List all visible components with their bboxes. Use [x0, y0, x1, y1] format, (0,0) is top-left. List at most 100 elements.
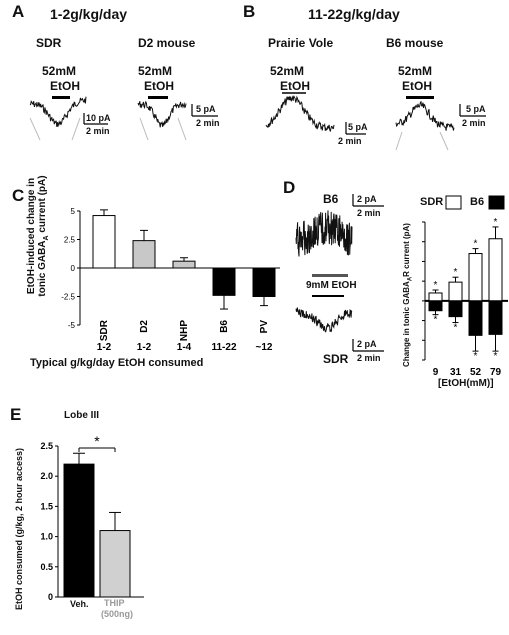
- trace-a1-drug: EtOH: [50, 79, 80, 93]
- chart-d-star-sdr-9: *: [434, 280, 438, 291]
- chart-e-ytick-label: 2.5: [40, 441, 53, 451]
- panel-c-xlabel: Typical g/kg/day EtOH consumed: [30, 357, 204, 369]
- panel-d-legend-b6: B6: [470, 196, 485, 208]
- trace-a2-label: D2 mouse: [138, 36, 196, 50]
- panel-d-legend-sdr-box: [445, 195, 462, 210]
- chart-c-ytick-label: 0: [71, 264, 76, 273]
- trace-b1-label: Prairie Vole: [268, 36, 334, 50]
- traces-ab-svg: [29, 92, 486, 151]
- chart-c-xtick-pv: PV: [259, 320, 270, 334]
- panel-b-letter: B: [243, 2, 256, 21]
- chart-d-star-sdr-52: *: [474, 239, 478, 250]
- trace-d-sdr-scale-time: 2 min: [357, 353, 381, 363]
- chart-c-xtick-nhp: NHP: [179, 320, 190, 341]
- chart-c-xtick-sdr: SDR: [99, 319, 110, 341]
- chart-c-xtick-b6: B6: [219, 320, 230, 333]
- trace-a2-scale-time: 2 min: [196, 118, 220, 128]
- trace-b2-drug: EtOH: [402, 79, 432, 93]
- chart-c-ytick-label: -2.5: [61, 293, 75, 302]
- chart-c-ytick-label: 2.5: [64, 236, 76, 245]
- trace-a2-tick-r: [177, 117, 187, 141]
- trace-d-sdr-line: [295, 307, 353, 333]
- panel-a-dose-header: 1-2g/kg/day: [50, 6, 128, 22]
- trace-b2-line: [395, 100, 455, 131]
- trace-d-drug-label: 9mM EtOH: [306, 280, 357, 291]
- trace-b2-tick-r: [439, 131, 449, 151]
- chart-c-ytick-label: 5: [71, 207, 76, 216]
- panel-e-letter: E: [10, 405, 22, 424]
- panel-e-xlabel-thip: THIP: [104, 598, 125, 608]
- trace-d-b6-label: B6: [323, 192, 339, 206]
- trace-a2-conc: 52mM: [138, 64, 173, 78]
- trace-b2-tick-l: [395, 131, 403, 151]
- chart-d-star-b6-79: *: [494, 351, 498, 362]
- trace-b2-scale-time: 2 min: [462, 118, 486, 128]
- panel-d-legend-b6-box: [488, 195, 505, 210]
- panel-d-xlabel: [EtOH(mM)]: [438, 378, 494, 389]
- chart-d-star-b6-52: *: [474, 351, 478, 362]
- trace-a2-line: [137, 100, 187, 128]
- chart-e-sig-star: *: [94, 433, 100, 449]
- chart-e-ytick-label: 1.0: [40, 532, 53, 542]
- trace-b2-conc: 52mM: [398, 64, 433, 78]
- trace-b2-drug-bar: [406, 96, 434, 99]
- panel-d-letter: D: [283, 178, 296, 197]
- trace-a1-scale-pa: 10 pA: [86, 113, 111, 123]
- chart-e-ytick-label: 0: [48, 592, 53, 602]
- chart-c-dose-3: 11-22: [211, 342, 236, 353]
- chart-c-dose-2: 1-4: [177, 342, 192, 353]
- trace-b2-label: B6 mouse: [386, 36, 444, 50]
- trace-a1-conc: 52mM: [42, 64, 77, 78]
- trace-d-b6-line: [295, 210, 353, 257]
- trace-a1-line: [29, 96, 87, 127]
- chart-d-star-sdr-31: *: [454, 267, 458, 278]
- trace-a2-scale-pa: 5 pA: [196, 104, 216, 114]
- trace-b1-drug: EtOH: [280, 79, 310, 93]
- trace-d-b6-scale-time: 2 min: [357, 208, 381, 218]
- panel-c-letter: C: [12, 186, 25, 205]
- chart-e-bar-0: [63, 463, 95, 598]
- panel-e-xlabel-dose: (500ng): [101, 609, 134, 619]
- chart-d-star-b6-9: *: [434, 315, 438, 326]
- chart-d-xtick-9: 9: [433, 367, 439, 378]
- chart-e-bar-1: [99, 530, 131, 598]
- trace-a1-scale-time: 2 min: [86, 126, 110, 136]
- trace-a2-drug-bar: [148, 96, 168, 99]
- panel-b-dose-header: 11-22g/kg/day: [308, 6, 400, 22]
- chart-d-star-sdr-79: *: [494, 217, 498, 228]
- panel-e-subtitle: Lobe III: [64, 410, 99, 421]
- trace-d-b6-scale-pa: 2 pA: [357, 194, 377, 204]
- chart-c-dose-4: ~12: [256, 342, 273, 353]
- panel-a-letter: A: [12, 2, 25, 21]
- trace-d-sdr-scale-pa: 2 pA: [357, 339, 377, 349]
- chart-c-ytick-label: -5: [68, 321, 76, 330]
- trace-b1-line: [265, 95, 335, 132]
- trace-b1-scale-pa: 5 pA: [348, 122, 368, 132]
- chart-c-xtick-d2: D2: [139, 320, 150, 333]
- trace-a2-drug: EtOH: [144, 79, 174, 93]
- trace-d-drug-bar: [312, 274, 348, 277]
- trace-d-sdr-label: SDR: [323, 352, 349, 366]
- chart-e-ytick-label: 1.5: [40, 501, 53, 511]
- trace-b1-scale-time: 2 min: [338, 136, 362, 146]
- chart-d-xtick-52: 52: [470, 367, 482, 378]
- trace-a1-tick-r: [71, 117, 81, 141]
- trace-a1-drug-bar: [52, 96, 70, 99]
- trace-a1-label: SDR: [36, 36, 62, 50]
- panel-e-xlabel-veh: Veh.: [70, 599, 89, 609]
- chart-d-star-b6-31: *: [454, 323, 458, 334]
- chart-d-xtick-79: 79: [490, 367, 502, 378]
- trace-b2-scale-pa: 5 pA: [466, 104, 486, 114]
- chart-c-dose-0: 1-2: [97, 342, 112, 353]
- panel-d-legend-sdr: SDR: [420, 196, 444, 208]
- trace-a1-tick-l: [29, 117, 41, 141]
- chart-e-ytick-label: 0.5: [40, 562, 53, 572]
- trace-a2-tick-l: [139, 117, 149, 141]
- chart-d-svg: * * 9 * * 31 * * 52 * * 79: [295, 194, 508, 378]
- trace-b1-conc: 52mM: [270, 64, 305, 78]
- chart-d-xtick-31: 31: [450, 367, 462, 378]
- chart-c-dose-1: 1-2: [137, 342, 152, 353]
- chart-e-ytick-label: 2.0: [40, 471, 53, 481]
